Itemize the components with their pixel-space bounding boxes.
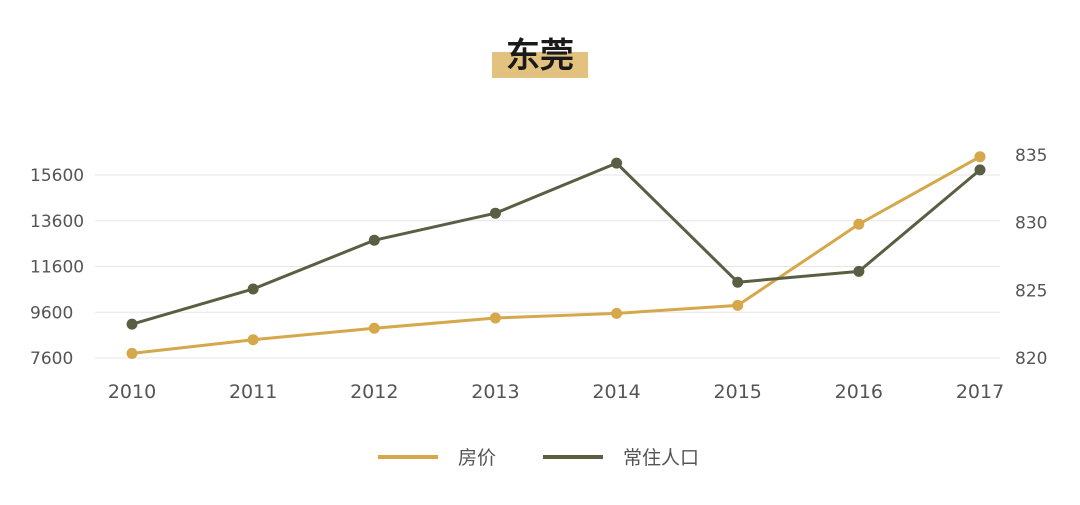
y-left-tick-label: 13600 [30,212,84,232]
title-area: 东莞 [0,32,1080,80]
y-right-tick-label: 830 [1015,214,1047,234]
y-left-tick-label: 9600 [30,303,73,323]
data-point [611,157,623,169]
x-tick-label: 2015 [714,381,762,403]
chart-title: 东莞 [492,32,588,80]
data-point [489,312,501,324]
y-left-tick-label: 11600 [30,258,84,278]
data-point [853,218,865,230]
data-point [732,299,744,311]
data-point [368,234,380,246]
x-tick-label: 2010 [108,381,156,403]
legend-label: 常住人口 [623,447,699,469]
x-tick-label: 2013 [471,381,519,403]
data-point [974,164,986,176]
data-point [126,347,138,359]
series-line-1 [131,155,981,355]
x-tick-label: 2014 [592,381,640,403]
data-point [853,265,865,277]
y-right-tick-label: 835 [1015,146,1047,166]
y-left-tick-label: 15600 [30,166,84,186]
x-tick-label: 2011 [229,381,277,403]
series-line-2 [131,161,981,326]
data-point [974,151,986,163]
x-tick-label: 2017 [956,381,1004,403]
data-point [368,322,380,334]
x-tick-label: 2016 [835,381,883,403]
chart-title-text: 东莞 [506,36,574,76]
data-point [126,318,138,330]
y-right-tick-label: 820 [1015,349,1047,369]
data-point [611,307,623,319]
y-left-tick-label: 7600 [30,349,73,369]
data-point [247,283,259,295]
x-tick-label: 2012 [350,381,398,403]
data-point [489,207,501,219]
data-point [247,334,259,346]
data-point [732,276,744,288]
y-right-tick-label: 825 [1015,281,1047,301]
legend-label: 房价 [458,447,496,469]
